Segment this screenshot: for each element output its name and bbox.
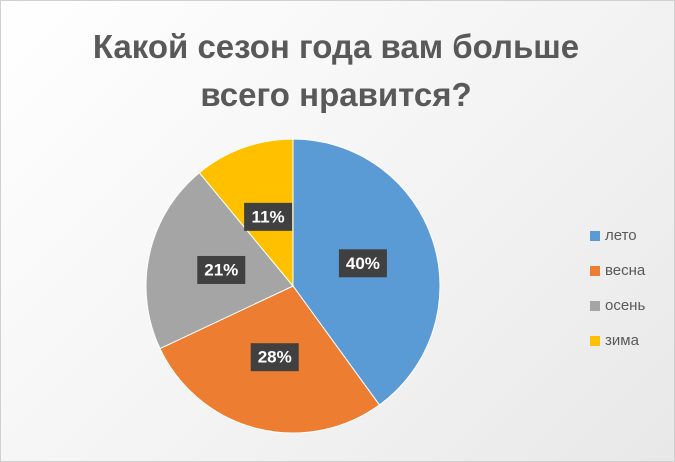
data-label: 21% — [204, 260, 238, 279]
data-label-box — [197, 255, 246, 284]
legend-label: осень — [605, 297, 645, 314]
legend-swatch — [590, 301, 600, 311]
legend-label: лето — [605, 227, 637, 244]
data-label: 40% — [346, 254, 380, 273]
data-label-box — [250, 343, 299, 372]
data-label-box — [244, 202, 293, 231]
legend-label: зима — [605, 332, 640, 349]
legend-swatch — [590, 266, 600, 276]
legend-swatch — [590, 336, 600, 346]
data-label: 28% — [258, 348, 292, 367]
data-label: 11% — [252, 207, 285, 226]
legend-label: весна — [605, 262, 646, 279]
data-label-box — [338, 249, 387, 278]
legend-swatch — [590, 231, 600, 241]
chart-title: Какой сезон года вам больше всего нравит… — [92, 28, 580, 113]
